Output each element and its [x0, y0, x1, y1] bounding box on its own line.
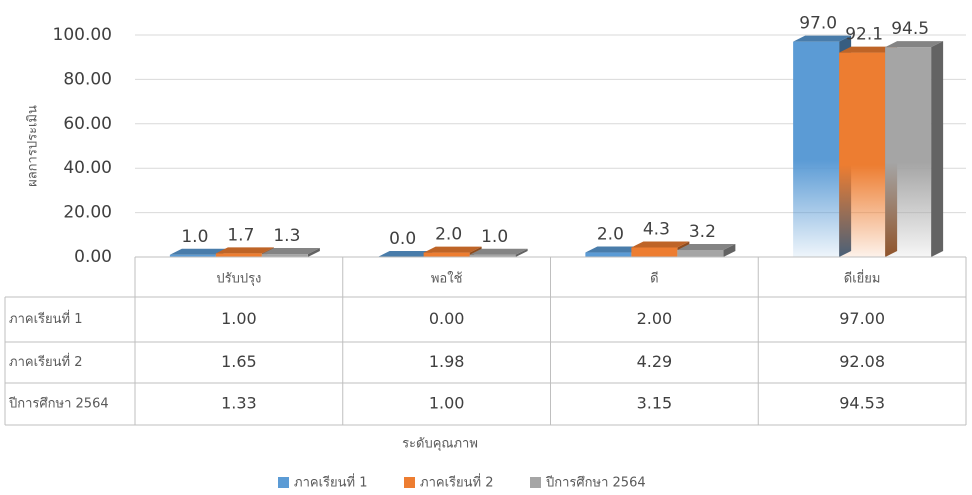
x-tick-label: ปรับปรุง: [216, 272, 261, 287]
legend-label: ภาคเรียนที่ 1: [294, 474, 367, 491]
table-cell: 1.65: [221, 352, 257, 371]
x-axis-label: ระดับคุณภาพ: [402, 437, 478, 452]
x-tick-label: พอใช้: [431, 271, 463, 287]
table-cell: 1.00: [429, 394, 465, 413]
bar-side: [723, 244, 736, 257]
bar: [215, 253, 262, 257]
bar: [261, 254, 308, 257]
y-tick-label: 40.00: [63, 158, 112, 178]
legend-swatch: [278, 477, 289, 488]
bar-top: [377, 251, 436, 257]
bar: [793, 41, 840, 257]
table-cell: 92.08: [839, 352, 885, 371]
bar-top: [677, 244, 736, 251]
table-cell: 1.00: [221, 309, 257, 328]
data-label: 1.7: [227, 225, 254, 245]
table-cell: 3.15: [637, 394, 673, 413]
data-label: 2.0: [435, 225, 462, 245]
table-cell: 1.98: [429, 352, 465, 371]
bar-top: [423, 246, 482, 253]
data-label: 0.0: [389, 229, 416, 249]
x-tick-label: ดี: [650, 271, 658, 287]
bar: [469, 254, 516, 257]
y-axis-label: ผลการประเมิน: [26, 105, 41, 187]
y-tick-label: 60.00: [63, 114, 112, 134]
bar-top: [169, 248, 228, 255]
table-cell: 1.33: [221, 394, 257, 413]
bar: [839, 52, 886, 258]
legend-swatch: [530, 477, 541, 488]
y-tick-label: 20.00: [63, 203, 112, 223]
bar-top: [839, 46, 898, 53]
legend-swatch: [404, 477, 415, 488]
table-cell: 94.53: [839, 394, 885, 413]
table-cell: 2.00: [637, 309, 673, 328]
bar: [585, 252, 632, 257]
bar-top: [585, 246, 644, 253]
bar-top: [215, 247, 274, 254]
data-label: 4.3: [643, 219, 670, 239]
data-label: 92.1: [845, 25, 883, 45]
bar: [423, 252, 470, 257]
data-label: 1.0: [181, 227, 208, 247]
bar-side: [307, 248, 320, 257]
data-label: 2.0: [597, 225, 624, 245]
bar: [169, 254, 216, 257]
y-tick-label: 80.00: [63, 69, 112, 89]
bar-side: [515, 248, 528, 257]
y-tick-label: 0.00: [74, 247, 112, 267]
table-cell: 0.00: [429, 309, 465, 328]
bar: [677, 250, 724, 257]
data-label: 97.0: [799, 14, 837, 34]
table-row-header: ปีการศึกษา 2564: [8, 396, 109, 412]
bar-top: [793, 35, 852, 42]
data-label: 3.2: [689, 222, 716, 242]
table-row-header: ภาคเรียนที่ 1: [9, 310, 82, 327]
table-cell: 4.29: [637, 352, 673, 371]
table-cell: 97.00: [839, 309, 885, 328]
bar-top: [261, 248, 320, 255]
bar: [885, 47, 932, 257]
x-tick-label: ดีเยี่ยม: [844, 270, 881, 287]
data-label: 1.3: [273, 226, 300, 246]
legend-label: ภาคเรียนที่ 2: [420, 474, 493, 491]
bar-top: [631, 241, 690, 248]
bar: [631, 247, 678, 257]
data-label: 1.0: [481, 227, 508, 247]
y-tick-label: 100.00: [53, 25, 112, 45]
data-label: 94.5: [891, 19, 929, 39]
legend-label: ปีการศึกษา 2564: [545, 475, 646, 491]
table-row-header: ภาคเรียนที่ 2: [9, 353, 82, 370]
bar-side: [931, 41, 944, 257]
bar-top: [885, 41, 944, 48]
bar-top: [469, 248, 528, 255]
